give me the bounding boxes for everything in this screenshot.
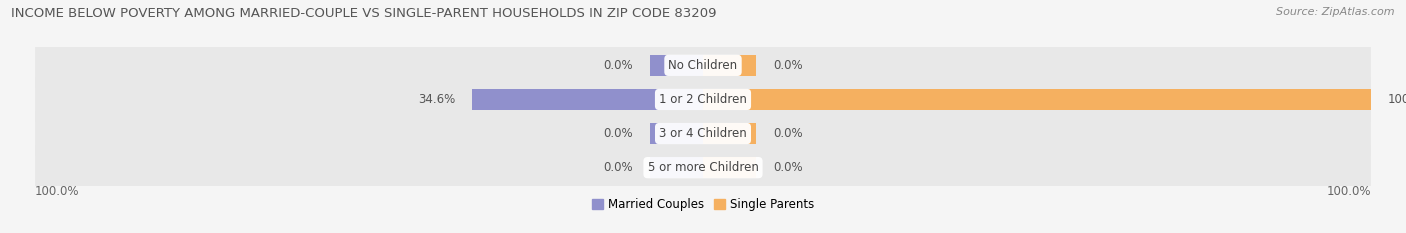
Bar [703,157,756,178]
Text: 0.0%: 0.0% [773,127,803,140]
FancyBboxPatch shape [35,145,1371,190]
Text: INCOME BELOW POVERTY AMONG MARRIED-COUPLE VS SINGLE-PARENT HOUSEHOLDS IN ZIP COD: INCOME BELOW POVERTY AMONG MARRIED-COUPL… [11,7,717,20]
Bar [472,89,703,110]
Text: 0.0%: 0.0% [603,161,633,174]
Bar [703,123,756,144]
FancyBboxPatch shape [35,43,1371,88]
Bar [703,89,1371,110]
Legend: Married Couples, Single Parents: Married Couples, Single Parents [592,198,814,211]
Bar [650,55,703,76]
Text: 100.0%: 100.0% [1326,185,1371,198]
Text: 100.0%: 100.0% [35,185,80,198]
Bar [650,123,703,144]
Bar [703,55,756,76]
Text: 0.0%: 0.0% [603,127,633,140]
Text: 5 or more Children: 5 or more Children [648,161,758,174]
Text: 100.0%: 100.0% [1388,93,1406,106]
Text: No Children: No Children [668,59,738,72]
Text: 34.6%: 34.6% [418,93,456,106]
Text: Source: ZipAtlas.com: Source: ZipAtlas.com [1277,7,1395,17]
Text: 0.0%: 0.0% [773,161,803,174]
Bar [650,157,703,178]
Text: 0.0%: 0.0% [603,59,633,72]
Text: 0.0%: 0.0% [773,59,803,72]
Text: 3 or 4 Children: 3 or 4 Children [659,127,747,140]
Text: 1 or 2 Children: 1 or 2 Children [659,93,747,106]
FancyBboxPatch shape [35,111,1371,156]
FancyBboxPatch shape [35,77,1371,122]
